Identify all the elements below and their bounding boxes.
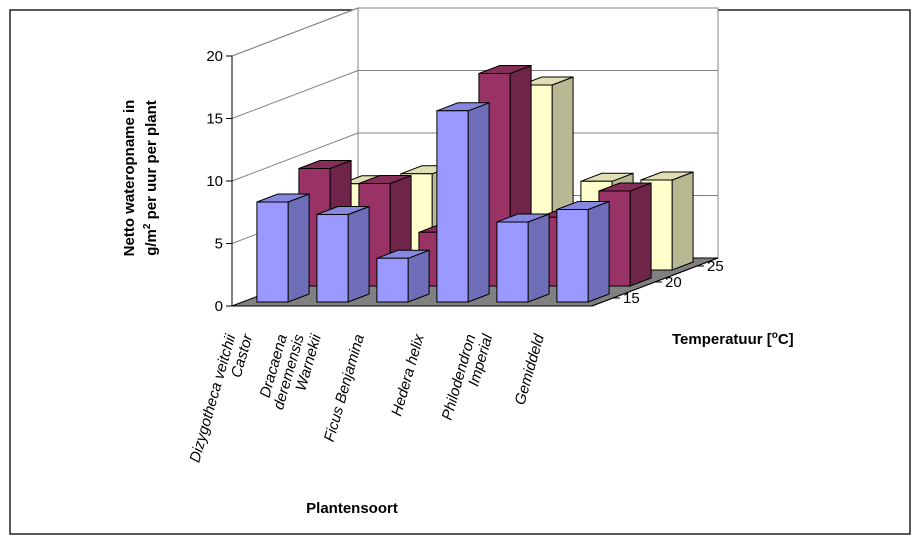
bar-side-series-15 <box>587 200 610 303</box>
y-tick-label: 0 <box>215 298 223 315</box>
y-tick-label: 10 <box>206 173 223 190</box>
gridline <box>231 7 718 57</box>
y-tick-label: 5 <box>215 236 223 253</box>
x-axis-title: Plantensoort <box>306 500 398 517</box>
bar-series-15 <box>436 110 469 303</box>
z-tick-label: 20 <box>665 274 682 291</box>
bar-series-15 <box>376 257 409 303</box>
y-tick-label: 20 <box>206 48 223 65</box>
chart-bars <box>256 64 694 303</box>
bar-side-series-15 <box>467 102 490 303</box>
bar-side-series-15 <box>407 249 430 303</box>
y-tick-label: 15 <box>206 111 223 128</box>
z-axis-title: Temperatuur [oC] <box>672 330 794 348</box>
bar-series-15 <box>556 209 589 303</box>
bar-series-15 <box>496 221 529 303</box>
y-axis-title-line2: g/m2 per uur per plant <box>142 100 160 256</box>
bar-side-series-20 <box>629 182 652 287</box>
bar-side-series-15 <box>527 213 550 303</box>
z-tick-label: 15 <box>623 290 640 307</box>
z-tick-label: 25 <box>707 258 724 275</box>
bar-side-series-15 <box>287 193 310 303</box>
bar-series-15 <box>316 214 349 303</box>
bar-series-15 <box>256 201 289 303</box>
gridline <box>231 132 718 182</box>
y-axis-title-line1: Netto wateropname in <box>121 100 138 257</box>
gridline <box>231 70 718 119</box>
bar-side-series-25 <box>671 171 694 271</box>
bar-side-series-15 <box>347 205 370 303</box>
